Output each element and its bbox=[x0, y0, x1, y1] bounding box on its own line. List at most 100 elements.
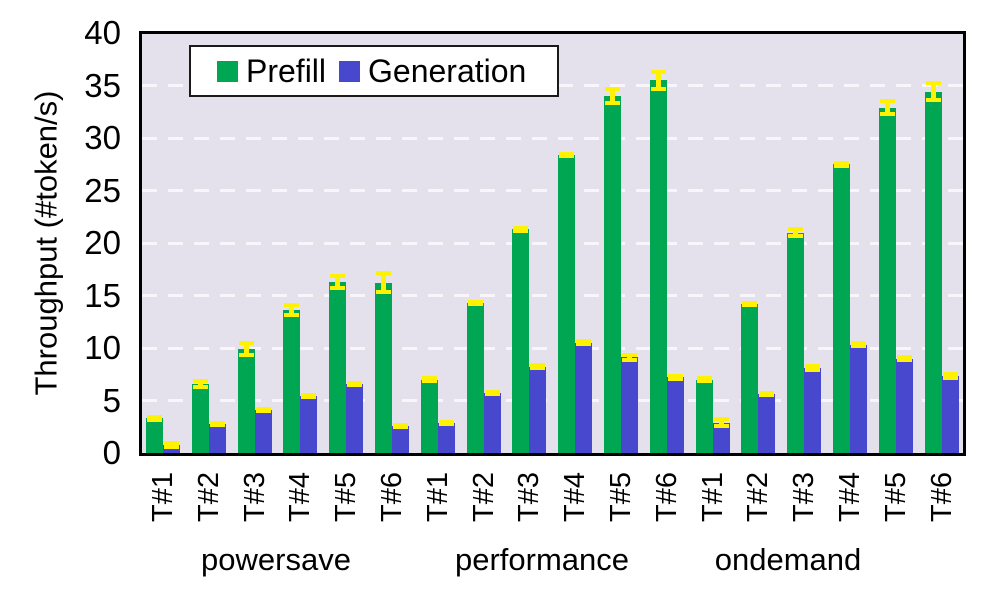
error-bar-cap bbox=[559, 151, 575, 156]
error-bar-cap bbox=[255, 406, 271, 411]
bar-generation bbox=[666, 377, 684, 453]
error-bar-cap bbox=[347, 382, 363, 387]
x-tick-label: T#2 bbox=[742, 472, 775, 522]
error-bar-cap bbox=[896, 354, 912, 359]
error-bar-stem bbox=[947, 374, 953, 379]
error-bar-cap bbox=[834, 160, 849, 165]
error-bar-cap bbox=[788, 227, 804, 232]
gridline bbox=[142, 136, 963, 140]
y-tick-label: 5 bbox=[102, 381, 121, 419]
bar-generation bbox=[895, 358, 913, 453]
error-bar-cap bbox=[834, 163, 849, 168]
bar-generation bbox=[483, 393, 501, 453]
bar-prefill bbox=[375, 282, 392, 453]
x-tick-label: T#6 bbox=[650, 472, 683, 522]
error-bar-cap bbox=[209, 422, 225, 427]
bar-generation bbox=[850, 344, 867, 453]
x-tick-label: T#5 bbox=[330, 472, 363, 522]
bar-prefill bbox=[741, 303, 759, 453]
error-bar-cap bbox=[667, 376, 683, 381]
error-bar-cap bbox=[238, 352, 254, 357]
error-bar-cap bbox=[238, 341, 254, 346]
error-bar-cap bbox=[301, 395, 317, 400]
error-bar-stem bbox=[627, 355, 632, 360]
x-tick-label: T#3 bbox=[238, 472, 271, 522]
bar-generation bbox=[392, 425, 409, 453]
error-bar-cap bbox=[925, 98, 941, 103]
error-bar-cap bbox=[530, 366, 546, 371]
bar-generation bbox=[163, 444, 180, 453]
legend-swatch-prefill bbox=[217, 60, 238, 82]
bar-prefill bbox=[466, 302, 484, 453]
y-tick-label: 40 bbox=[84, 14, 121, 51]
error-bar-cap bbox=[879, 111, 895, 116]
error-bar-cap bbox=[255, 409, 271, 413]
error-bar-stem bbox=[930, 83, 936, 101]
error-bar-cap bbox=[147, 414, 162, 419]
bar-generation bbox=[346, 383, 364, 453]
bar-prefill bbox=[237, 349, 255, 453]
x-tick-label: T#3 bbox=[513, 472, 546, 522]
error-bar-cap bbox=[742, 302, 758, 307]
y-tick-label: 30 bbox=[84, 119, 121, 156]
bar-generation bbox=[437, 422, 455, 453]
bar-prefill bbox=[649, 80, 667, 453]
error-bar-stem bbox=[793, 229, 799, 236]
x-tick-label: T#4 bbox=[284, 472, 317, 522]
error-bar-cap bbox=[147, 417, 162, 422]
error-bar-cap bbox=[942, 372, 958, 377]
y-tick-label: 25 bbox=[84, 171, 121, 209]
bar-generation bbox=[804, 367, 822, 453]
bar-prefill bbox=[924, 91, 942, 453]
gridline bbox=[142, 399, 963, 402]
bar-prefill bbox=[283, 310, 301, 453]
bar-generation bbox=[758, 394, 776, 453]
error-bar-cap bbox=[851, 341, 866, 346]
gridline bbox=[142, 346, 963, 350]
error-bar-cap bbox=[805, 364, 821, 369]
error-bar-cap bbox=[713, 424, 729, 429]
bar-prefill bbox=[604, 96, 621, 453]
error-bar-cap bbox=[576, 342, 592, 347]
x-tick-label: T#4 bbox=[834, 472, 866, 522]
y-tick-label: 15 bbox=[84, 276, 121, 314]
error-bar-cap bbox=[376, 290, 391, 295]
group-label: powersave bbox=[201, 542, 351, 577]
x-tick-label: T#1 bbox=[421, 472, 454, 522]
error-bar-cap bbox=[742, 300, 758, 305]
error-bar-cap bbox=[301, 393, 317, 398]
error-bar-cap bbox=[330, 286, 346, 291]
error-bar-cap bbox=[713, 416, 729, 421]
y-tick-label: 10 bbox=[84, 329, 121, 366]
error-bar-stem bbox=[610, 88, 615, 104]
error-bar-cap bbox=[421, 376, 437, 381]
error-bar-cap bbox=[513, 225, 529, 230]
bar-prefill bbox=[329, 281, 347, 453]
error-bar-stem bbox=[884, 101, 890, 114]
error-bar-cap bbox=[879, 99, 895, 104]
error-bar-cap bbox=[330, 273, 346, 278]
error-bar-cap bbox=[484, 392, 500, 397]
error-bar-cap bbox=[530, 363, 546, 368]
error-bar-cap bbox=[467, 299, 483, 304]
error-bar-cap bbox=[284, 313, 300, 318]
x-tick-label: T#5 bbox=[605, 472, 637, 522]
error-bar-cap bbox=[605, 86, 620, 91]
y-tick-label: 20 bbox=[84, 224, 121, 261]
gridline bbox=[142, 189, 963, 192]
error-bar-cap bbox=[696, 378, 712, 383]
bar-generation bbox=[712, 422, 730, 453]
x-tick-label: T#1 bbox=[696, 472, 729, 522]
error-bar-cap bbox=[896, 358, 912, 363]
error-bar-cap bbox=[667, 373, 683, 378]
bar-generation bbox=[208, 423, 226, 453]
error-bar-cap bbox=[759, 391, 775, 396]
bar-prefill bbox=[420, 379, 438, 453]
error-bar-cap bbox=[192, 378, 208, 383]
x-tick-label: T#2 bbox=[192, 472, 225, 522]
error-bar-cap bbox=[192, 384, 208, 389]
error-bar-cap bbox=[759, 393, 775, 398]
bar-prefill bbox=[191, 383, 209, 453]
bar-generation bbox=[300, 396, 318, 453]
